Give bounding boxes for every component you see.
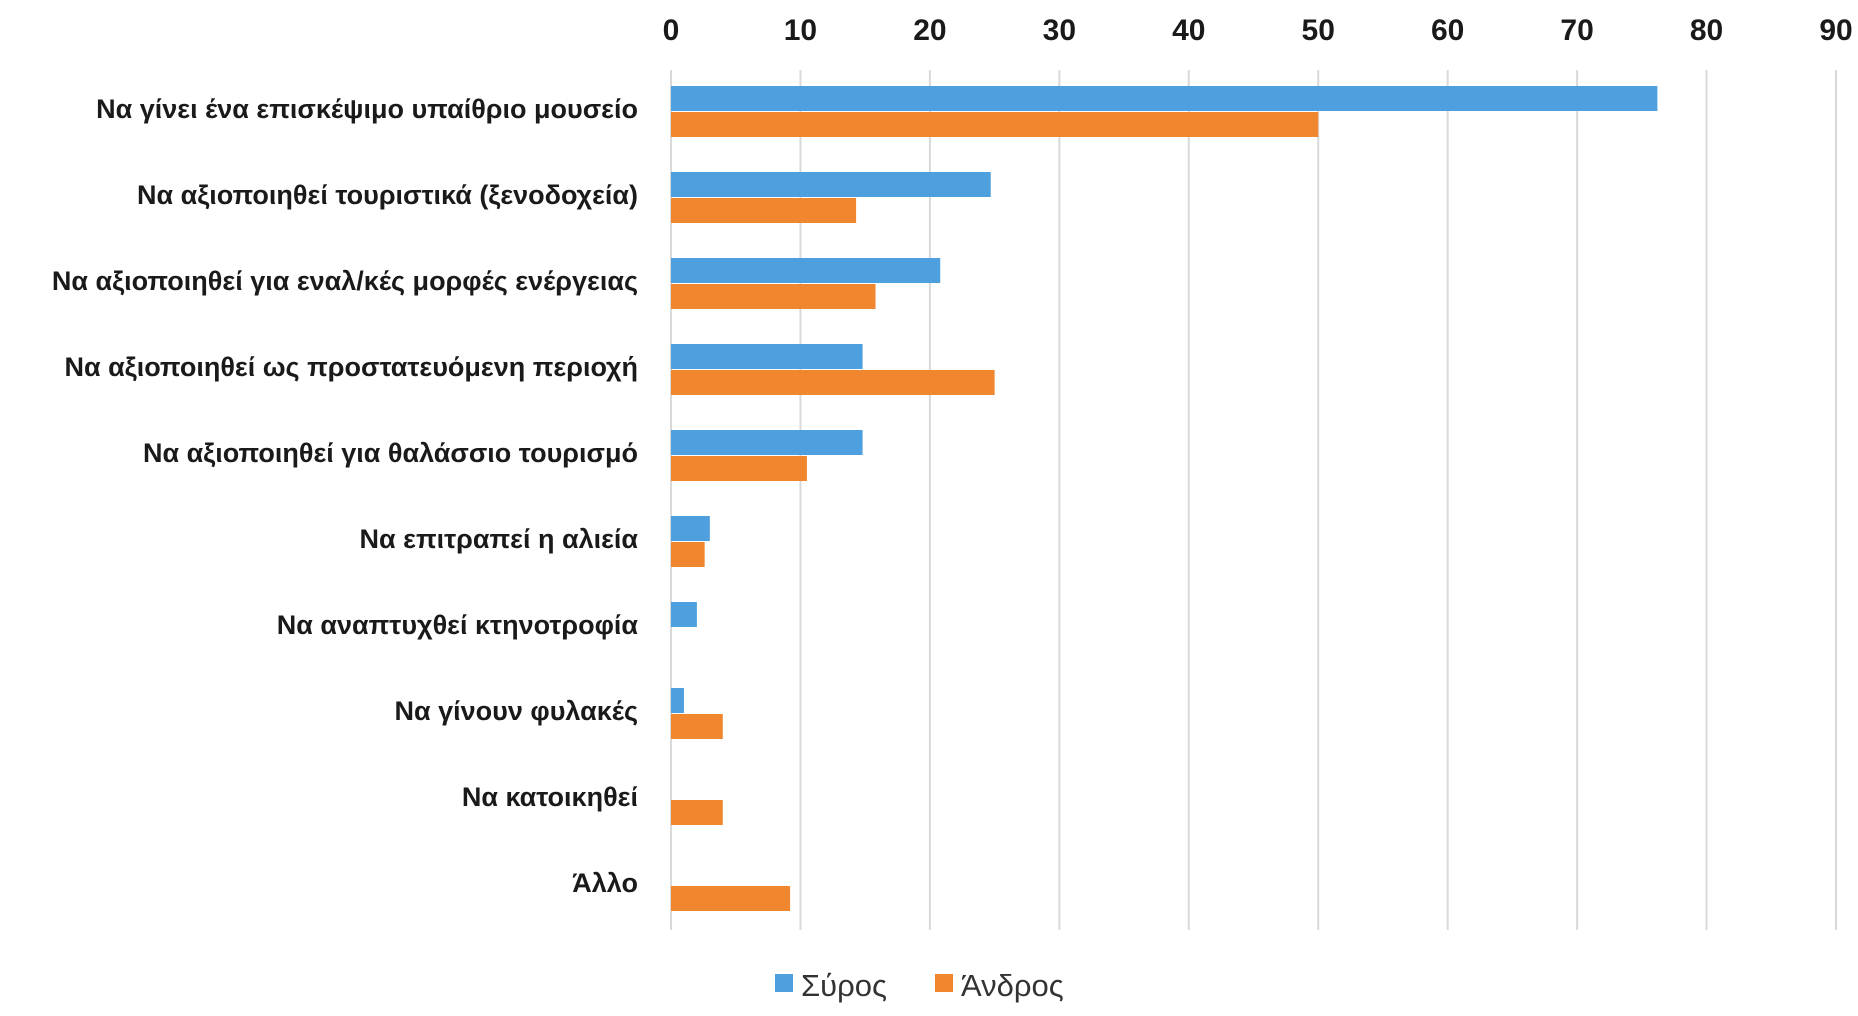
x-tick-label: 0 — [663, 14, 680, 47]
bar-andros — [671, 370, 995, 395]
bar-andros — [671, 198, 857, 223]
x-axis-ticks: 0 10 20 30 40 50 60 70 80 90 — [663, 14, 1853, 47]
bar-syros — [671, 688, 684, 713]
category-label: Να αναπτυχθεί κτηνοτροφία — [277, 610, 639, 640]
bar-andros — [671, 284, 876, 309]
legend: Σύρος Άνδρος — [775, 968, 1064, 1003]
bar-syros — [671, 430, 863, 455]
legend-label: Σύρος — [801, 968, 887, 1003]
bar-syros — [671, 602, 697, 627]
bar-andros — [671, 542, 705, 567]
category-label: Άλλο — [572, 868, 638, 898]
category-labels: Να γίνει ένα επισκέψιμο υπαίθριο μουσείο… — [52, 94, 638, 898]
bar-andros — [671, 112, 1319, 137]
bar-syros — [671, 172, 991, 197]
x-tick-label: 40 — [1172, 14, 1205, 47]
bar-syros — [671, 344, 863, 369]
category-label: Να αξιοποιηθεί ως προστατευόμενη περιοχή — [64, 352, 638, 382]
bar-andros — [671, 886, 791, 911]
legend-label: Άνδρος — [961, 968, 1064, 1003]
bar-syros — [671, 258, 941, 283]
x-tick-label: 30 — [1043, 14, 1076, 47]
category-label: Να αξιοποιηθεί τουριστικά (ξενοδοχεία) — [137, 180, 638, 210]
bar-syros — [671, 516, 710, 541]
category-label: Να γίνει ένα επισκέψιμο υπαίθριο μουσείο — [96, 94, 638, 124]
category-label: Να επιτραπεί η αλιεία — [360, 524, 639, 554]
legend-swatch-syros — [775, 974, 793, 992]
bar-syros — [671, 86, 1658, 111]
category-label: Να αξιοποιηθεί για θαλάσσιο τουρισμό — [143, 438, 638, 468]
bar-andros — [671, 714, 723, 739]
x-tick-label: 10 — [784, 14, 817, 47]
x-tick-label: 50 — [1302, 14, 1335, 47]
category-label: Να γίνουν φυλακές — [395, 696, 638, 726]
category-label: Να κατοικηθεί — [462, 782, 638, 812]
category-label: Να αξιοποιηθεί για εναλ/κές μορφές ενέργ… — [52, 266, 638, 296]
x-tick-label: 90 — [1819, 14, 1852, 47]
x-tick-label: 80 — [1690, 14, 1723, 47]
legend-swatch-andros — [935, 974, 953, 992]
bar-andros — [671, 800, 723, 825]
bars — [671, 86, 1658, 911]
x-tick-label: 70 — [1560, 14, 1593, 47]
x-tick-label: 60 — [1431, 14, 1464, 47]
x-tick-label: 20 — [913, 14, 946, 47]
bar-andros — [671, 456, 807, 481]
